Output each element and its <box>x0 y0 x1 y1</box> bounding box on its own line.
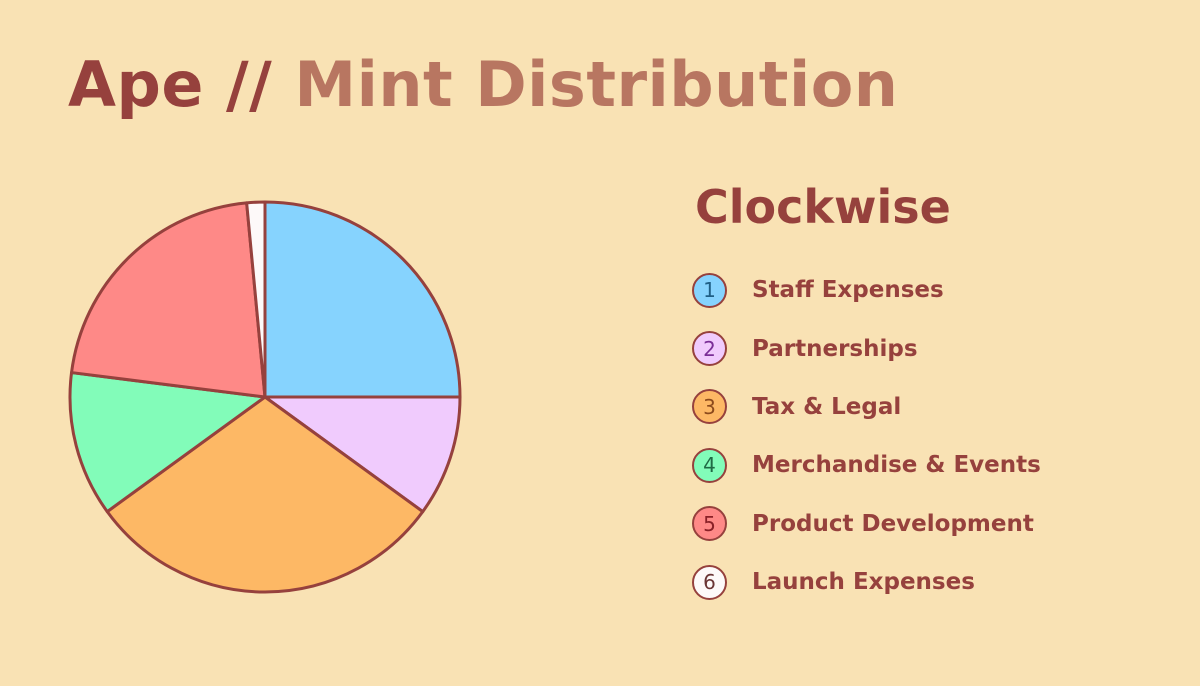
legend: 1 Staff Expenses 2 Partnerships 3 Tax & Legal… <box>692 261 1041 611</box>
title-prefix: Ape // <box>68 48 273 121</box>
legend-label: Tax & Legal <box>752 393 902 420</box>
pie-slice-partnerships <box>263 395 462 514</box>
legend-item-staff-expenses: 1 Staff Expenses <box>692 261 1041 319</box>
legend-item-product-development: 5 Product Development <box>692 495 1041 553</box>
legend-label: Partnerships <box>752 335 918 362</box>
pie-slice-merchandise-events <box>68 371 267 514</box>
legend-title: Clockwise <box>695 180 951 234</box>
legend-label: Product Development <box>752 510 1034 537</box>
legend-item-launch-expenses: 6 Launch Expenses <box>692 553 1041 611</box>
pie-slice-tax-legal <box>105 395 425 594</box>
pie-slice-staff-expenses <box>263 200 462 399</box>
title-main: Mint Distribution <box>294 48 899 121</box>
pie-chart <box>60 192 470 602</box>
legend-number-badge: 2 <box>692 331 727 367</box>
legend-item-merchandise-events: 4 Merchandise & Events <box>692 436 1041 494</box>
legend-item-tax-legal: 3 Tax & Legal <box>692 378 1041 436</box>
legend-item-partnerships: 2 Partnerships <box>692 319 1041 377</box>
legend-label: Merchandise & Events <box>752 452 1041 479</box>
legend-number-badge: 3 <box>692 389 727 425</box>
pie-chart-svg <box>68 200 462 594</box>
pie-slice-launch-expenses <box>245 200 267 399</box>
legend-label: Launch Expenses <box>752 569 975 596</box>
pie-slice-product-development <box>70 201 267 399</box>
legend-label: Staff Expenses <box>752 277 944 304</box>
legend-number-badge: 5 <box>692 506 727 542</box>
legend-number-badge: 1 <box>692 272 727 308</box>
legend-number-badge: 6 <box>692 564 727 600</box>
page-title: Ape // Mint Distribution <box>68 48 898 121</box>
legend-number-badge: 4 <box>692 447 727 483</box>
